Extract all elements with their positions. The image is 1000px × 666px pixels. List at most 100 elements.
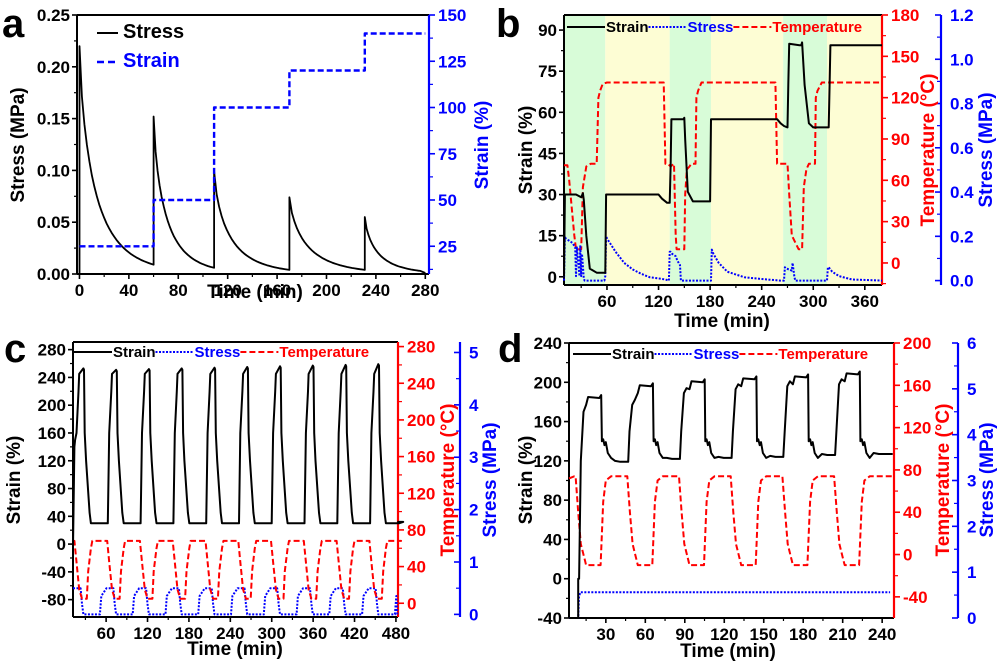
panel-b-legend-label-stress: Stress (688, 19, 734, 36)
panel-d-xtick-label: 30 (596, 625, 615, 644)
panel-b-y3-tick-label: 1.0 (950, 50, 974, 69)
temperature-line (564, 81, 882, 251)
panel-d-y3-tick-label: 3 (967, 472, 976, 491)
panel-c-y2-tick-label: 40 (407, 558, 426, 577)
panel-b: 60 120 180 240 300 360 0 15 30 45 60 75 90 0 30 60 90 120… (538, 6, 974, 311)
panel-c-ytick-label: 0 (57, 535, 66, 554)
stress-line (569, 591, 891, 619)
panel-a-xtick-label: 40 (119, 281, 138, 300)
panel-b-y2-tick-label: 60 (891, 171, 910, 190)
panel-d-legend-label-temperature: Temperature (778, 346, 868, 363)
band-yellow (605, 15, 670, 285)
panel-a-ylabel: Stress (MPa) (8, 87, 29, 202)
panel-c-legend-label-stress: Stress (195, 344, 241, 361)
panel-c-ytick-label: 200 (38, 396, 66, 415)
panel-d-y2-tick-label: -40 (903, 588, 928, 607)
panel-c-y2-tick-label: 120 (407, 484, 435, 503)
temperature-line (72, 539, 403, 600)
band-green (669, 15, 711, 285)
panel-a-xtick-label: 80 (169, 281, 188, 300)
panel-a-xtick-label: 0 (75, 281, 84, 300)
panel-d-legend-label-stress: Stress (694, 346, 740, 363)
panel-d-ytick-label: 80 (543, 491, 562, 510)
panel-c-xtick-label: 60 (97, 624, 116, 643)
panel-d-xtick-label: 180 (789, 625, 817, 644)
panel-d-y2-tick-label: 200 (903, 334, 931, 353)
panel-b-y3-tick-label: 0.2 (950, 227, 974, 246)
strain-line (79, 32, 426, 248)
panel-b-xtick-label: 360 (851, 292, 879, 311)
panel-b-xtick-label: 240 (747, 292, 775, 311)
panel-c-y2-tick-label: 80 (407, 521, 426, 540)
panel-d-ytick-label: -40 (537, 609, 562, 628)
panel-b-ytick-label: 15 (538, 227, 557, 246)
panel-b-y3-tick-label: 0.8 (950, 95, 974, 114)
panel-b-ylabel: Strain (%) (516, 106, 537, 195)
panel-a-y2-tick-label: 125 (438, 52, 466, 71)
panel-c-y3-tick-label: 0 (469, 605, 478, 624)
panel-d-y2-tick-label: 40 (903, 503, 922, 522)
panel-b-ytick-label: 60 (538, 103, 557, 122)
panel-c: 60 120 180 240 300 360 420 480-80-4004080120160… (38, 338, 479, 643)
panel-c-xtick-label: 420 (340, 624, 368, 643)
panel-c-y2label: Temperature (°C) (438, 404, 459, 557)
panel-a-xtick-label: 120 (213, 281, 241, 300)
panel-b-ytick-label: 75 (538, 62, 557, 81)
panel-b-xtick-label: 180 (696, 292, 724, 311)
panel-d-y2-tick-label: 160 (903, 376, 931, 395)
panel-a-y2-tick-label: 100 (438, 99, 466, 118)
panel-b-y2-tick-label: 150 (891, 47, 919, 66)
panel-a-xtick-label: 280 (411, 281, 439, 300)
panel-b-xtick-label: 60 (598, 292, 617, 311)
panel-b-y2-tick-label: 0 (891, 254, 900, 273)
panel-d-xtick-label: 90 (675, 625, 694, 644)
panel-d-y2-tick-label: 0 (903, 546, 912, 565)
panel-letter-b: b (496, 2, 520, 46)
panel-d-legend-label-strain: Strain (612, 346, 655, 363)
panel-a-ytick-label: 0.05 (37, 213, 70, 232)
panel-c-y3label: Stress (MPa) (480, 422, 501, 537)
panel-d-ytick-label: 0 (553, 570, 562, 589)
panel-b-ytick-label: 0 (548, 268, 557, 287)
panel-c-y3-tick-label: 2 (469, 501, 478, 520)
stress-line (563, 235, 883, 282)
panel-letter-c: c (4, 327, 26, 371)
panel-c-y2-tick-label: 0 (407, 594, 416, 613)
panel-d-ytick-label: 160 (534, 413, 562, 432)
panel-c-ytick-label: 40 (47, 507, 66, 526)
panel-d-y2-tick-label: 120 (903, 419, 931, 438)
panel-c-legend-label-strain: Strain (113, 344, 156, 361)
panel-b-legend-label-temperature: Temperature (772, 19, 862, 36)
panel-b-y2-tick-label: 120 (891, 89, 919, 108)
band-yellow (826, 15, 882, 285)
panel-c-y2-tick-label: 280 (407, 338, 435, 357)
panel-a-y2-tick-label: 50 (438, 191, 457, 210)
panel-a-xtick-label: 200 (312, 281, 340, 300)
panel-d-y3-tick-label: 0 (967, 609, 976, 628)
panel-d-y3-tick-label: 4 (967, 426, 977, 445)
panel-c-y3-tick-label: 4 (469, 396, 479, 415)
panel-c-legend-label-temperature: Temperature (279, 344, 369, 361)
panel-c-ylabel: Strain (%) (4, 436, 25, 525)
panel-d-y2label: Temperature (°C) (933, 404, 954, 557)
panel-d-ytick-label: 120 (534, 452, 562, 471)
panel-b-y3-tick-label: 0.0 (950, 272, 974, 291)
panel-d-xlabel: Time (min) (680, 641, 776, 662)
panel-letter-d: d (498, 327, 522, 371)
panel-b-ytick-label: 30 (538, 186, 557, 205)
panel-c-ytick-label: 160 (38, 424, 66, 443)
panel-b-y2-tick-label: 90 (891, 130, 910, 149)
panel-a-ytick-label: 0.20 (37, 58, 70, 77)
panel-b-y3-tick-label: 0.4 (950, 183, 974, 202)
panel-d: 30 60 90 120 150 180 210 240-400408012016020024… (534, 334, 977, 644)
panel-letter-a: a (2, 2, 25, 46)
panel-d-y3-tick-label: 1 (967, 563, 976, 582)
panel-c-xtick-label: 120 (133, 624, 161, 643)
strain-line (569, 370, 893, 619)
legend-label-stress: Stress (123, 21, 184, 43)
panel-b-y2-tick-label: 30 (891, 213, 910, 232)
panel-c-xtick-label: 300 (258, 624, 286, 643)
panel-c-y2-tick-label: 240 (407, 374, 435, 393)
panel-c-y3-tick-label: 3 (469, 448, 478, 467)
